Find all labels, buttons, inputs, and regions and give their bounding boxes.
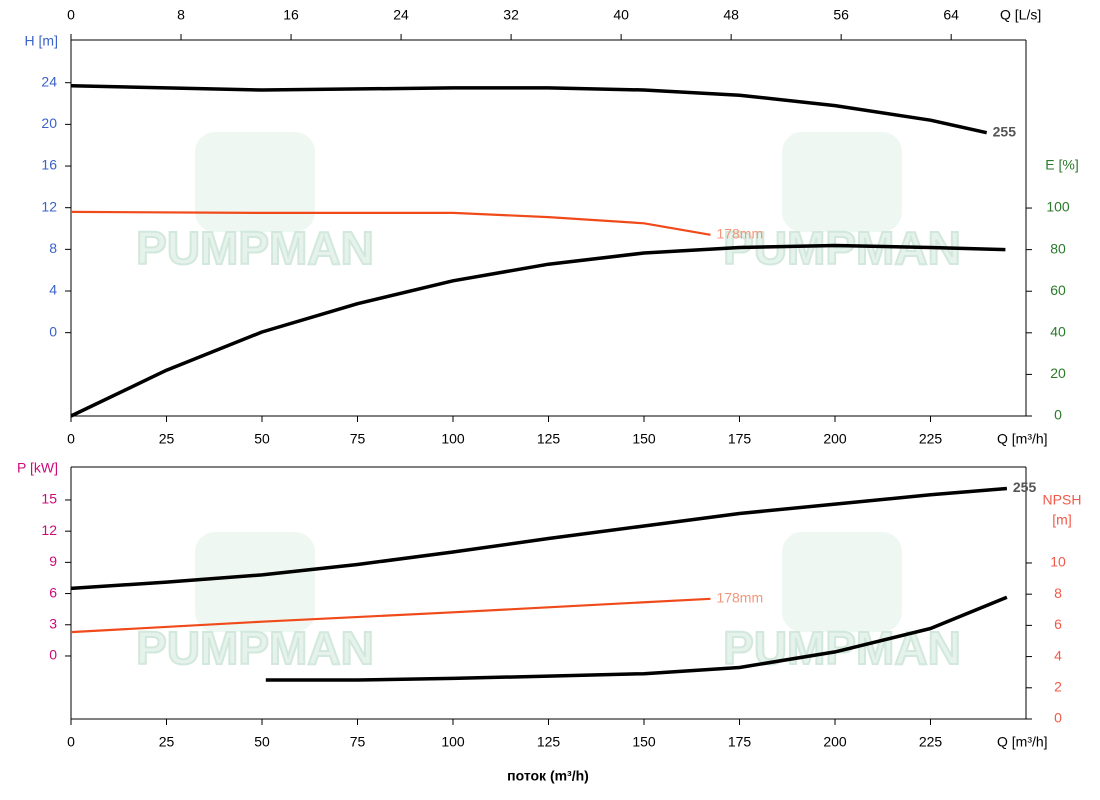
series-line bbox=[70, 210, 711, 236]
x2-tick-label: 56 bbox=[833, 7, 849, 23]
x2-tick-label: 40 bbox=[613, 7, 629, 23]
x2-tick-label: 32 bbox=[503, 7, 519, 23]
y2-tick-label: 6 bbox=[1054, 616, 1062, 632]
x-tick-label: 125 bbox=[537, 431, 561, 447]
y-tick-label: 6 bbox=[49, 584, 57, 600]
series-line bbox=[70, 243, 1006, 418]
x2-tick-label: 8 bbox=[177, 7, 185, 23]
series-line bbox=[70, 486, 1008, 591]
y-tick-label: 4 bbox=[49, 282, 57, 298]
x-tick-label: 75 bbox=[350, 431, 366, 447]
x2-tick-label: 64 bbox=[943, 7, 959, 23]
y-tick-label: 12 bbox=[41, 522, 57, 538]
y-tick-label: 12 bbox=[41, 198, 57, 214]
x-axis-label: Q [m³/h] bbox=[997, 431, 1048, 447]
y2-tick-label: 40 bbox=[1050, 324, 1066, 340]
series-line bbox=[70, 597, 711, 634]
axis-title: поток (m³/h) bbox=[507, 768, 589, 784]
x-tick-label: 225 bbox=[919, 734, 943, 750]
x-tick-label: 200 bbox=[823, 734, 847, 750]
x-tick-label: 150 bbox=[632, 431, 656, 447]
watermark-shape bbox=[782, 532, 902, 632]
series-label: 255 bbox=[1013, 479, 1037, 495]
watermark: PUMPMAN bbox=[136, 222, 374, 274]
y-tick-label: 24 bbox=[41, 73, 57, 89]
x-tick-label: 100 bbox=[441, 734, 465, 750]
y2-axis-label: [m] bbox=[1052, 512, 1071, 528]
y2-tick-label: 0 bbox=[1054, 710, 1062, 726]
y-tick-label: 0 bbox=[49, 647, 57, 663]
y-tick-label: 16 bbox=[41, 157, 57, 173]
x-tick-label: 100 bbox=[441, 431, 465, 447]
y2-tick-label: 0 bbox=[1054, 407, 1062, 423]
x-tick-label: 175 bbox=[728, 734, 752, 750]
watermark: PUMPMAN bbox=[136, 622, 374, 674]
y-axis-label: P [kW] bbox=[17, 460, 58, 476]
y-tick-label: 15 bbox=[41, 491, 57, 507]
y2-axis-label: NPSH bbox=[1043, 492, 1082, 508]
watermark-shape bbox=[782, 132, 902, 232]
series-line bbox=[70, 84, 988, 135]
y-tick-label: 20 bbox=[41, 115, 57, 131]
x-tick-label: 150 bbox=[632, 734, 656, 750]
y2-tick-label: 80 bbox=[1050, 240, 1066, 256]
x2-tick-label: 16 bbox=[283, 7, 299, 23]
y2-tick-label: 8 bbox=[1054, 585, 1062, 601]
watermark-shape bbox=[195, 532, 315, 632]
x-tick-label: 25 bbox=[159, 431, 175, 447]
x2-tick-label: 0 bbox=[67, 7, 75, 23]
x-tick-label: 50 bbox=[254, 734, 270, 750]
x-tick-label: 175 bbox=[728, 431, 752, 447]
watermark-shape bbox=[195, 132, 315, 232]
x2-axis-label: Q [L/s] bbox=[1000, 7, 1041, 23]
series-line bbox=[265, 595, 1008, 682]
x-tick-label: 0 bbox=[67, 734, 75, 750]
y2-tick-label: 20 bbox=[1050, 365, 1066, 381]
x-tick-label: 75 bbox=[350, 734, 366, 750]
x-tick-label: 200 bbox=[823, 431, 847, 447]
x-tick-label: 225 bbox=[919, 431, 943, 447]
y-tick-label: 9 bbox=[49, 553, 57, 569]
x-tick-label: 25 bbox=[159, 734, 175, 750]
series-label: 178mm bbox=[716, 589, 763, 605]
series-label: 178mm bbox=[716, 225, 763, 241]
series-label: 255 bbox=[993, 123, 1017, 139]
x-tick-label: 125 bbox=[537, 734, 561, 750]
y-axis-label: H [m] bbox=[25, 33, 58, 49]
y-tick-label: 0 bbox=[49, 323, 57, 339]
y2-axis-label: E [%] bbox=[1045, 157, 1078, 173]
y-tick-label: 3 bbox=[49, 615, 57, 631]
x-tick-label: 50 bbox=[254, 431, 270, 447]
x2-tick-label: 48 bbox=[723, 7, 739, 23]
x2-tick-label: 24 bbox=[393, 7, 409, 23]
y-tick-label: 8 bbox=[49, 240, 57, 256]
y2-tick-label: 2 bbox=[1054, 678, 1062, 694]
y2-tick-label: 100 bbox=[1046, 199, 1070, 215]
y2-tick-label: 60 bbox=[1050, 282, 1066, 298]
y2-tick-label: 10 bbox=[1050, 554, 1066, 570]
y2-tick-label: 4 bbox=[1054, 647, 1062, 663]
x-tick-label: 0 bbox=[67, 431, 75, 447]
x-axis-label: Q [m³/h] bbox=[997, 734, 1048, 750]
